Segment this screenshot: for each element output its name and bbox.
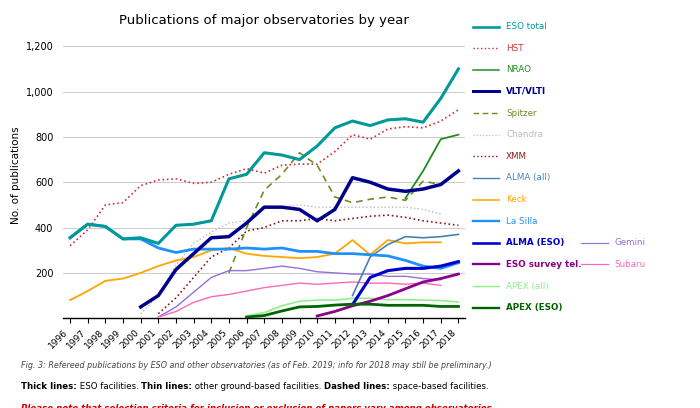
Text: APEX (ESO): APEX (ESO) [506, 303, 563, 312]
Text: Chandra: Chandra [506, 130, 543, 139]
Text: ALMA (all): ALMA (all) [506, 173, 550, 182]
Text: ESO survey tel.: ESO survey tel. [506, 260, 582, 269]
Title: Publications of major observatories by year: Publications of major observatories by y… [119, 14, 409, 27]
Text: XMM: XMM [506, 152, 527, 161]
Text: ESO total: ESO total [506, 22, 547, 31]
Text: Keck: Keck [506, 195, 526, 204]
Text: Thick lines:: Thick lines: [21, 382, 77, 391]
Text: Thin lines:: Thin lines: [141, 382, 192, 391]
Text: Subaru: Subaru [615, 260, 645, 269]
Y-axis label: No. of publications: No. of publications [11, 126, 22, 224]
Text: ALMA (ESO): ALMA (ESO) [506, 238, 564, 247]
Text: La Silla: La Silla [506, 217, 538, 226]
Text: Spitzer: Spitzer [506, 109, 537, 118]
Text: VLT/VLTI: VLT/VLTI [506, 87, 546, 96]
Text: Dashed lines:: Dashed lines: [324, 382, 390, 391]
Text: Please note that selection criteria for inclusion or exclusion of papers vary am: Please note that selection criteria for … [21, 404, 495, 408]
Text: APEX (all): APEX (all) [506, 282, 549, 290]
Text: NRAO: NRAO [506, 65, 531, 74]
Text: other ground-based facilities.: other ground-based facilities. [192, 382, 324, 391]
Text: Gemini: Gemini [615, 238, 645, 247]
Text: HST: HST [506, 44, 524, 53]
Text: space-based facilities.: space-based facilities. [390, 382, 489, 391]
Text: Fig. 3: Refereed publications by ESO and other observatories (as of Feb. 2019; i: Fig. 3: Refereed publications by ESO and… [21, 361, 491, 370]
Text: ESO facilities.: ESO facilities. [77, 382, 141, 391]
